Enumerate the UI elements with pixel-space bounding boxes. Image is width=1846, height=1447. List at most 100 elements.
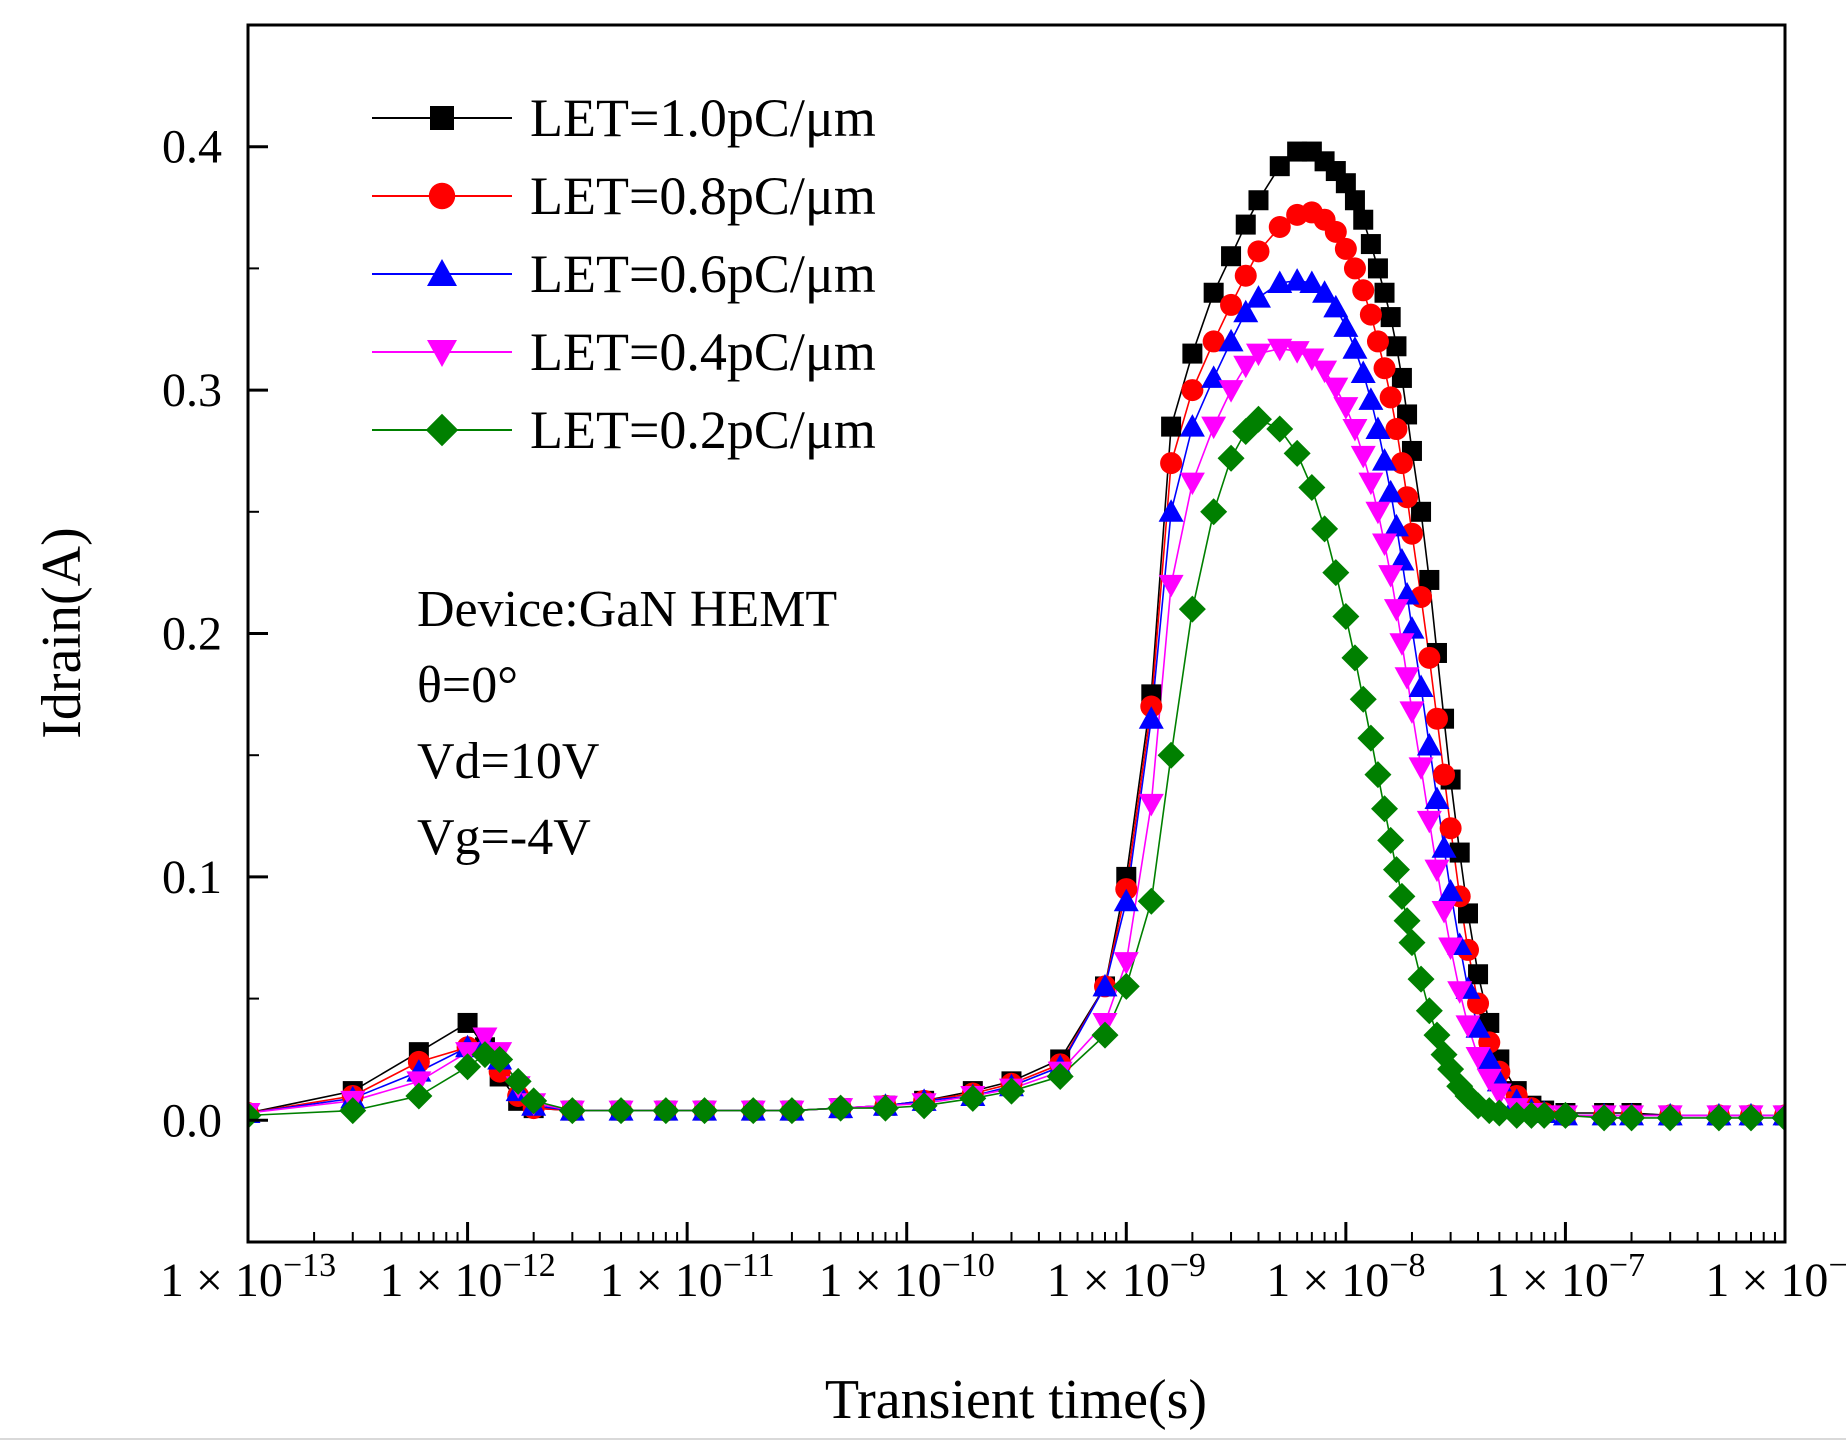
data-point [1399,701,1425,724]
data-point [1447,981,1473,1004]
data-point [1656,1104,1684,1132]
data-point [248,1101,262,1129]
legend-marker [425,413,459,447]
data-point [1342,336,1368,359]
data-point [691,1097,719,1125]
data-point [1382,856,1410,884]
data-point [1299,348,1325,371]
data-point [1299,270,1325,294]
legend-item: LET=0.8pC/μm [372,166,876,226]
data-point [1618,1104,1646,1132]
y-tick-label: 0.2 [162,608,222,661]
data-point [1438,937,1464,960]
data-point [1431,835,1457,858]
data-point [1312,360,1338,384]
legend-label: LET=1.0pC/μm [530,88,876,148]
data-point [910,1092,938,1120]
x-axis-title: Transient time(s) [825,1369,1207,1431]
data-point [1458,903,1479,924]
data-point [1358,387,1384,410]
data-point [1233,355,1259,379]
data-point [1112,972,1140,1000]
data-point [1160,452,1183,475]
legend-marker [427,340,457,367]
x-tick-label: 1 × 10−11 [600,1247,775,1307]
data-point [1245,285,1271,308]
data-point [1333,397,1359,420]
data-point [1771,1104,1785,1132]
data-point [827,1094,855,1122]
legend-marker [430,106,454,130]
data-point [778,1097,806,1125]
data-point [1202,330,1225,353]
data-point [1158,499,1184,522]
data-point [997,1077,1025,1105]
data-point [1298,473,1326,501]
legend-item: LET=0.4pC/μm [372,322,876,382]
data-point [1372,448,1398,471]
data-point [1359,303,1382,326]
series-markers-5 [248,405,1785,1132]
data-point [1416,810,1442,834]
annotation-device: Device:GaN HEMT [417,581,837,638]
data-point [1311,515,1339,543]
data-point [1217,444,1245,472]
data-point [1424,786,1450,810]
data-point [1284,268,1310,291]
data-point [1465,1047,1491,1070]
series-layer [248,141,1785,1132]
data-point [1247,240,1270,263]
legend-marker [427,259,457,286]
data-point [1393,907,1421,935]
data-point [1218,328,1244,352]
legend-label: LET=0.6pC/μm [530,244,876,304]
data-point [1365,501,1391,525]
data-point [1267,270,1293,294]
data-point [1590,1104,1618,1132]
data-point [1360,234,1381,255]
data-point [1221,246,1242,267]
data-point [1373,357,1396,380]
data-point [1371,795,1399,823]
y-tick-label: 0.3 [162,364,222,417]
data-point [1374,282,1395,303]
data-point [1324,220,1347,243]
data-point [1365,416,1391,440]
data-point [1378,565,1404,588]
bottom-rule [0,1438,1846,1440]
data-point [652,1097,680,1125]
legend: LET=1.0pC/μm LET=0.8pC/μm LET=0.6pC/μm LET=… [372,88,876,460]
data-point [1465,1015,1491,1038]
x-tick-label: 1 × 10−10 [819,1247,995,1307]
legend-item: LET=0.6pC/μm [372,244,876,304]
annotations: Device:GaN HEMT θ=0° Vd=10V Vg=-4V [417,581,837,866]
data-point [1091,1021,1119,1049]
data-point [1344,190,1365,211]
data-point [1379,386,1402,409]
data-point [1248,190,1269,211]
data-point [1323,294,1349,318]
x-axis: 1 × 10−13 1 × 10−12 1 × 10−11 1 × 10−10 1 × … [160,1222,1846,1307]
data-point [504,1067,532,1095]
data-point [1397,404,1418,425]
legend-label: LET=0.8pC/μm [530,166,876,226]
data-point [472,1027,498,1051]
data-point [1391,367,1412,388]
data-point [1200,498,1228,526]
data-point [1372,533,1398,556]
data-point [1367,258,1388,279]
data-point [1476,1068,1502,1092]
data-point [1438,879,1464,902]
data-point [1138,793,1164,817]
data-point [1737,1104,1765,1132]
data-point [1267,338,1293,362]
y-tick-label: 0.1 [162,851,222,904]
data-point [1377,826,1405,854]
data-point [1705,1104,1733,1132]
y-tick-label: 0.0 [162,1094,222,1147]
data-point [1335,173,1356,194]
data-point [1418,646,1441,669]
data-point [1415,997,1443,1025]
data-point [1455,1015,1481,1038]
